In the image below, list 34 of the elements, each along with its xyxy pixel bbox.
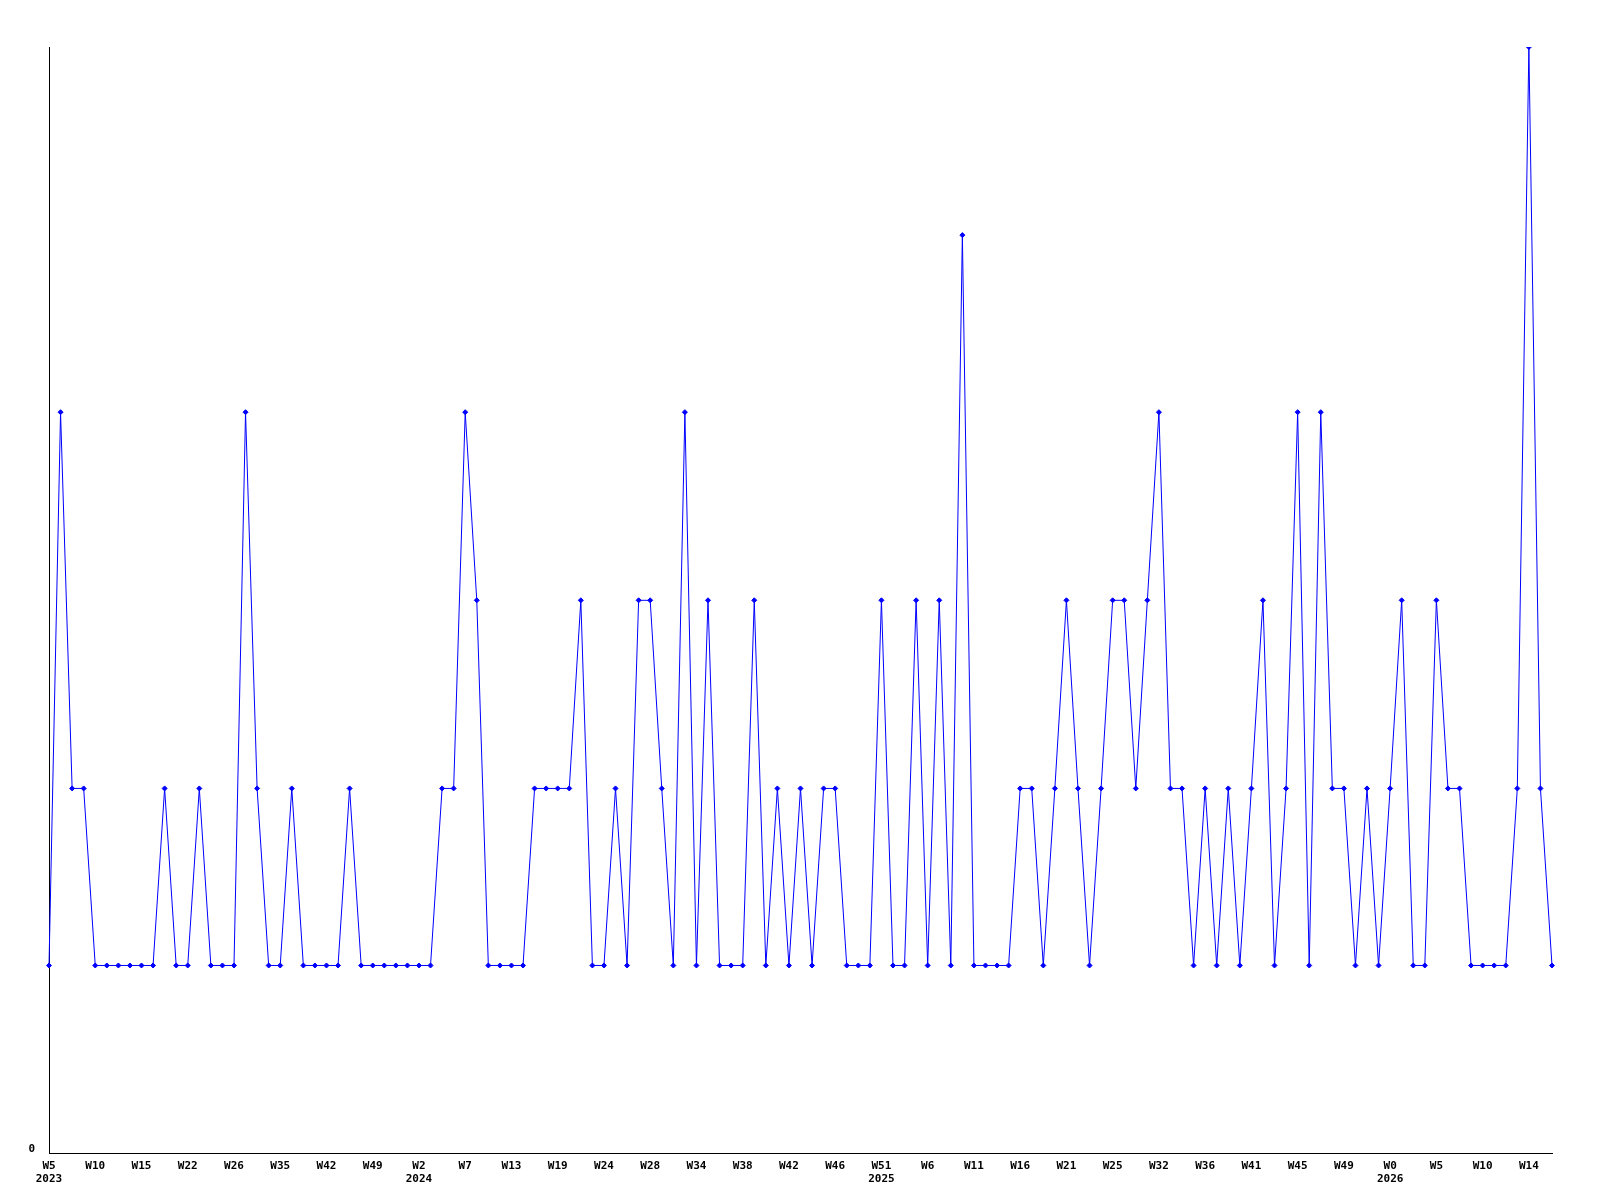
x-tick-label: W34	[686, 1159, 707, 1173]
x-tick-label: W0 2026	[1376, 1159, 1404, 1186]
x-tick-label: W45	[1287, 1159, 1308, 1173]
x-tick-label: W46	[825, 1159, 846, 1173]
x-tick-label: W49	[1333, 1159, 1354, 1173]
x-tick-label: W10	[1472, 1159, 1493, 1173]
x-tick-label: W19	[547, 1159, 568, 1173]
x-tick-label: W49	[362, 1159, 383, 1173]
x-tick-label: W2 2024	[405, 1159, 433, 1186]
x-tick-label: W5 2023	[35, 1159, 63, 1186]
x-tick-label: W24	[594, 1159, 615, 1173]
x-tick-label: W6	[921, 1159, 935, 1173]
text: 0	[28, 1142, 35, 1156]
x-tick-label: W10	[85, 1159, 106, 1173]
x-tick-label: W36	[1195, 1159, 1216, 1173]
x-tick-label: W41	[1241, 1159, 1262, 1173]
x-tick-label: W51 2025	[868, 1159, 895, 1186]
x-tick-label: W32	[1148, 1159, 1169, 1173]
x-tick-label: W7	[458, 1159, 472, 1173]
x-tick-label: W14	[1518, 1159, 1540, 1173]
x-tick-label: W42	[779, 1159, 799, 1173]
x-tick-label: W26	[224, 1159, 245, 1173]
x-tick-label: W16	[1010, 1159, 1031, 1173]
x-tick-label: W13	[501, 1159, 522, 1173]
x-tick-label: W35	[270, 1159, 291, 1173]
x-tick-label: W21	[1056, 1159, 1077, 1173]
x-tick-label: W11	[963, 1159, 985, 1173]
x-tick-label: W22	[177, 1159, 198, 1173]
x-tick-label: W28	[640, 1159, 661, 1173]
x-tick-label: W25	[1102, 1159, 1123, 1173]
x-tick-label: W15	[131, 1159, 152, 1173]
x-tick-label: W42	[316, 1159, 337, 1173]
x-tick-label: W5	[1429, 1159, 1444, 1173]
x-tick-label: W38	[732, 1159, 753, 1173]
